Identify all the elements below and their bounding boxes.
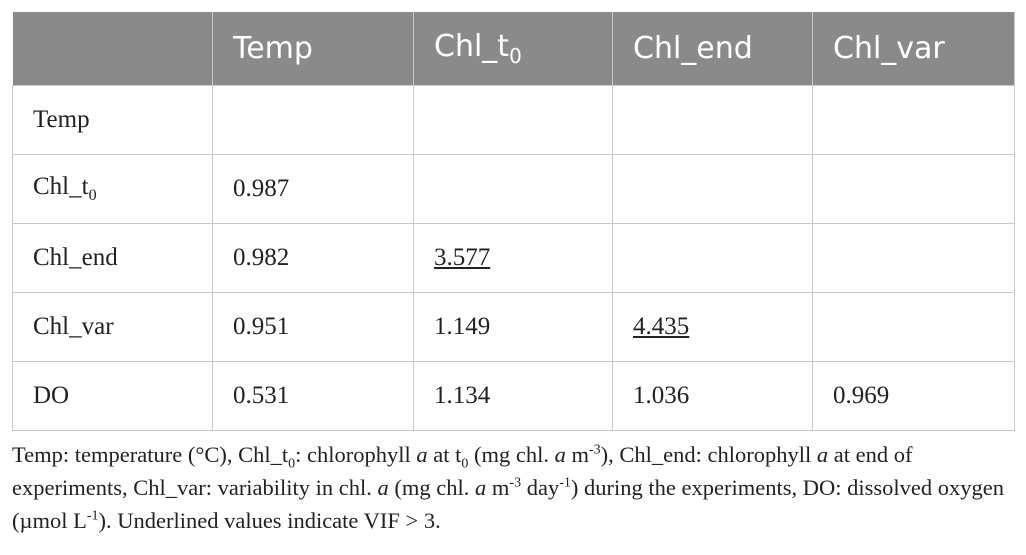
cell-value: 4.435 (633, 313, 690, 340)
footnote-segment: m (565, 442, 589, 467)
vif-table: Temp Chl_t0 Chl_end Chl_var Temp Chl_t0 0.987… (12, 12, 1015, 431)
column-header: Temp (212, 12, 414, 86)
cell-value: 1.149 (434, 313, 491, 340)
row-label: Chl_t0 (12, 154, 213, 224)
cell-value: 3.577 (434, 244, 491, 271)
label-text: Chl_var (833, 31, 945, 66)
row-label: DO (12, 361, 213, 431)
footnote-segment: day (521, 475, 560, 500)
row-label: Temp (12, 85, 213, 155)
table-cell: 0.982 (212, 223, 414, 293)
header-row: Temp Chl_t0 Chl_end Chl_var (12, 12, 1015, 86)
footnote-segment: Temp: temperature (°C), Chl_t (12, 442, 289, 467)
table-cell (612, 223, 813, 293)
footnote-segment: a (554, 442, 566, 467)
footnote-segment: a (475, 475, 487, 500)
column-header: Chl_t0 (413, 12, 613, 86)
cell-value: 1.134 (434, 382, 491, 409)
table-cell: 0.969 (812, 361, 1015, 431)
table-cell: 0.987 (212, 154, 414, 224)
table-cell (812, 85, 1015, 155)
table-body: Temp Chl_t0 0.987 Chl_end 0.982 3.577 Chl_var 0… (12, 85, 1015, 431)
cell-value: 0.969 (833, 382, 890, 409)
cell-value: 0.987 (233, 175, 290, 202)
footnote-segment: -1 (86, 508, 99, 524)
table-cell: 0.531 (212, 361, 414, 431)
footnote-segment: m (486, 475, 510, 500)
table-cell (812, 223, 1015, 293)
row-label: Chl_end (12, 223, 213, 293)
footnote-segment: a (377, 475, 389, 500)
label-text: Temp (33, 106, 90, 133)
cell-value: 1.036 (633, 382, 690, 409)
table-cell: 3.577 (413, 223, 613, 293)
footnote-segment: ) during the experiments, DO: dissolved … (12, 475, 1004, 533)
cell-value: 0.531 (233, 382, 290, 409)
table-cell: 1.134 (413, 361, 613, 431)
table-cell: 1.036 (612, 361, 813, 431)
label-text: Chl_var (33, 313, 114, 340)
table-row: DO 0.531 1.134 1.036 0.969 (12, 361, 1015, 431)
table-cell (612, 85, 813, 155)
footnote-segment: at end of experiments, Chl_var: variabil… (12, 442, 913, 500)
table-cell: 4.435 (612, 292, 813, 362)
table-cell (212, 85, 414, 155)
table-cell (413, 154, 613, 224)
footnote-segment: (mg chl. (468, 442, 555, 467)
table-row: Temp (12, 85, 1015, 155)
table-header: Temp Chl_t0 Chl_end Chl_var (12, 12, 1015, 86)
footnote-segment: (mg chl. (388, 475, 476, 500)
footnote-segment: : chlorophyll (295, 442, 417, 467)
label-subscript: 0 (509, 44, 522, 68)
label-subscript: 0 (88, 187, 97, 204)
table-cell: 1.149 (413, 292, 613, 362)
table-cell (413, 85, 613, 155)
table-cell (812, 154, 1015, 224)
footnote-segment: ). Underlined values indicate VIF > 3. (98, 508, 441, 533)
table-cell (612, 154, 813, 224)
label-text: Chl_end (633, 31, 753, 66)
label-text: DO (33, 382, 70, 409)
label-text: Chl_t (33, 173, 89, 200)
row-label: Chl_var (12, 292, 213, 362)
footnote-segment: 0 (288, 456, 296, 472)
column-header: Chl_end (612, 12, 813, 86)
footnote: Temp: temperature (°C), Chl_t0: chloroph… (12, 438, 1018, 537)
table-cell (812, 292, 1015, 362)
label-text: Chl_t (434, 29, 510, 64)
table-row: Chl_t0 0.987 (12, 154, 1015, 224)
table-row: Chl_end 0.982 3.577 (12, 223, 1015, 293)
footnote-segment: ), Chl_end: chlorophyll (600, 442, 817, 467)
footnote-segment: at t (427, 442, 462, 467)
label-text: Temp (233, 31, 313, 66)
footnote-segment: -3 (588, 442, 601, 458)
label-text: Chl_end (33, 244, 118, 271)
column-header: Chl_var (812, 12, 1015, 86)
cell-value: 0.951 (233, 313, 290, 340)
table-row: Chl_var 0.951 1.149 4.435 (12, 292, 1015, 362)
footnote-segment: a (816, 442, 829, 467)
footnote-segment: a (416, 442, 428, 467)
footnote-segment: 0 (461, 456, 469, 472)
footnote-segment: -1 (559, 475, 571, 491)
footnote-segment: -3 (509, 475, 522, 491)
table-cell: 0.951 (212, 292, 414, 362)
cell-value: 0.982 (233, 244, 290, 271)
corner-cell (12, 12, 213, 86)
